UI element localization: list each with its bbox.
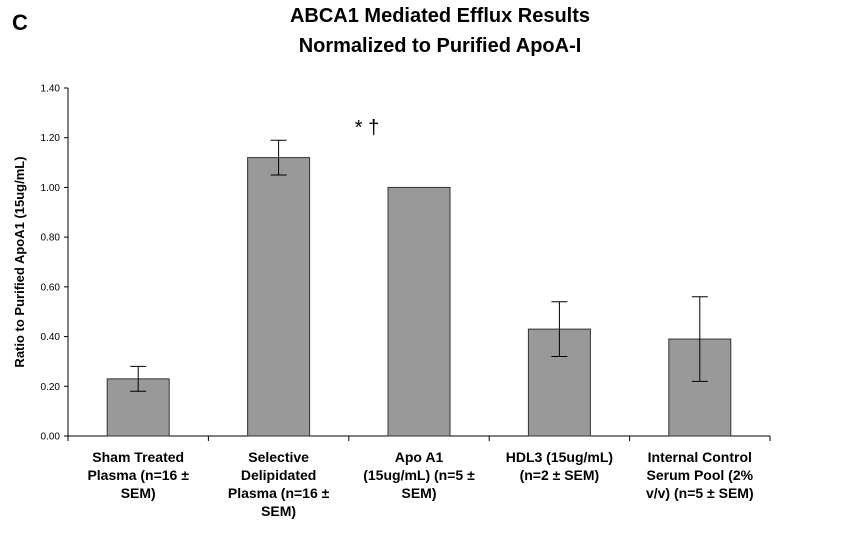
y-tick-label: 1.40 <box>41 84 61 95</box>
y-axis-label: Ratio to Purified ApoA1 (15ug/mL) <box>12 156 27 367</box>
y-tick-label: 0.60 <box>41 282 61 293</box>
error-bar <box>130 365 147 392</box>
error-bar <box>691 296 708 382</box>
error-bar <box>551 301 568 357</box>
y-tick-label: 0.80 <box>41 233 61 244</box>
panel-label: C <box>12 10 28 35</box>
y-tick-label: 0.40 <box>41 332 61 343</box>
y-tick-label: 1.00 <box>41 183 61 194</box>
x-tick-label: Internal Control Serum Pool (2% v/v) (n=5 … <box>646 449 754 501</box>
y-tick-label: 0.20 <box>41 382 61 393</box>
x-tick-label: Sham Treated Plasma (n=16 ± SEM) <box>87 449 189 501</box>
y-tick-label: 1.20 <box>41 133 61 144</box>
annotation: * † <box>355 117 379 139</box>
x-tick-label: HDL3 (15ug/mL) (n=2 ± SEM) <box>506 449 613 483</box>
x-tick-label: Apo A1 (15ug/mL) (n=5 ± SEM) <box>363 449 475 501</box>
bar <box>247 157 311 437</box>
x-tick-label: Selective Delipidated Plasma (n=16 ± SEM) <box>228 449 330 519</box>
bar <box>387 186 451 437</box>
bar <box>106 378 170 437</box>
error-bar <box>270 139 287 176</box>
chart-title: ABCA1 Mediated Efflux Results Normalized … <box>290 5 590 57</box>
y-tick-label: 0.00 <box>41 432 61 443</box>
